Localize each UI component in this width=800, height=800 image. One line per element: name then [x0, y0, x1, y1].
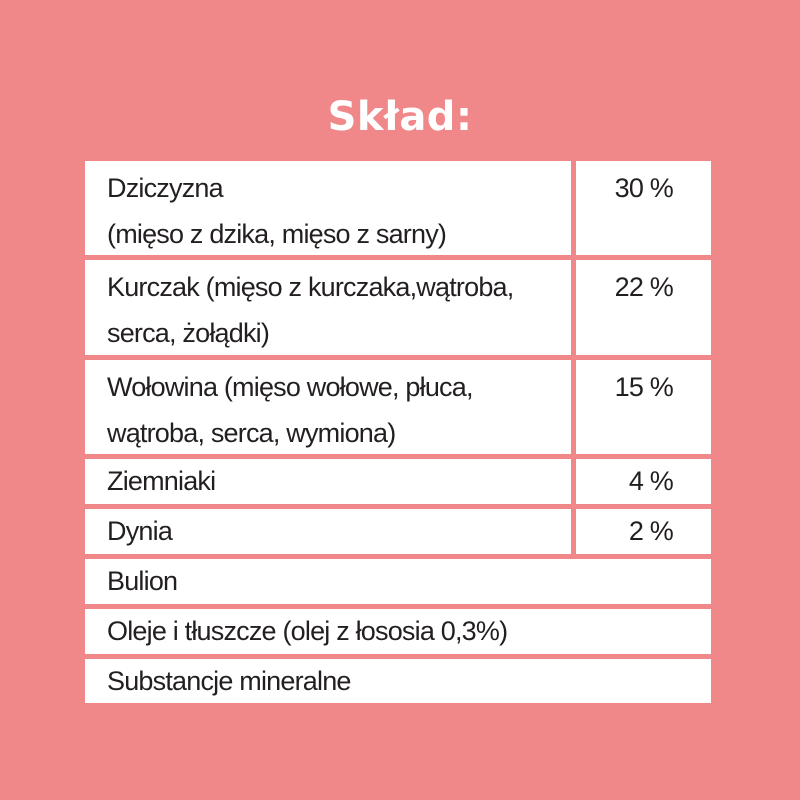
ingredient-name-cell: Substancje mineralne: [85, 659, 711, 703]
ingredient-name-cell: Dynia: [85, 509, 571, 554]
ingredient-percent-cell: 22 %: [576, 260, 711, 355]
ingredient-row: Ziemniaki 4 %: [85, 459, 711, 504]
composition-title: Skład:: [327, 94, 473, 140]
ingredient-row: Kurczak (mięso z kurczaka,wątroba, serca…: [85, 260, 711, 355]
ingredient-percent: 15 %: [614, 372, 674, 402]
ingredient-row: Oleje i tłuszcze (olej z łososia 0,3%): [85, 609, 711, 654]
ingredient-name-cell: Dziczyzna (mięso z dzika, mięso z sarny): [85, 161, 571, 255]
ingredient-name-cell: Kurczak (mięso z kurczaka,wątroba, serca…: [85, 260, 571, 355]
ingredient-percent: 2 %: [628, 516, 674, 546]
ingredient-name: Dziczyzna: [107, 173, 224, 203]
ingredient-row: Wołowina (mięso wołowe, płuca, wątroba, …: [85, 360, 711, 454]
ingredient-percent: 22 %: [614, 272, 674, 302]
ingredient-details: (mięso z dzika, mięso z sarny): [107, 219, 447, 249]
ingredient-name: Oleje i tłuszcze (olej z łososia 0,3%): [107, 616, 508, 646]
ingredient-percent-cell: 15 %: [576, 360, 711, 454]
ingredient-details: wątroba, serca, wymiona): [107, 418, 396, 448]
ingredient-name: Ziemniaki: [107, 466, 216, 496]
ingredient-name-cell: Oleje i tłuszcze (olej z łososia 0,3%): [85, 609, 711, 654]
ingredient-row: Substancje mineralne: [85, 659, 711, 703]
ingredient-name-cell: Bulion: [85, 559, 711, 604]
ingredient-percent-cell: 2 %: [576, 509, 711, 554]
ingredient-percent-cell: 30 %: [576, 161, 711, 255]
ingredient-percent: 4 %: [628, 466, 674, 496]
ingredient-details: serca, żołądki): [107, 318, 270, 348]
ingredient-row: Bulion: [85, 559, 711, 604]
ingredient-name-cell: Wołowina (mięso wołowe, płuca, wątroba, …: [85, 360, 571, 454]
ingredient-percent: 30 %: [614, 173, 674, 203]
ingredient-name-cell: Ziemniaki: [85, 459, 571, 504]
ingredient-percent-cell: 4 %: [576, 459, 711, 504]
ingredient-name: Substancje mineralne: [107, 666, 351, 696]
ingredient-row: Dynia 2 %: [85, 509, 711, 554]
ingredient-name: Bulion: [107, 566, 178, 596]
ingredient-name: Kurczak (mięso z kurczaka,wątroba,: [107, 272, 514, 302]
ingredient-row: Dziczyzna (mięso z dzika, mięso z sarny)…: [85, 161, 711, 255]
composition-table: Dziczyzna (mięso z dzika, mięso z sarny)…: [85, 161, 711, 708]
ingredient-name: Wołowina (mięso wołowe, płuca,: [107, 372, 473, 402]
ingredient-name: Dynia: [107, 516, 173, 546]
